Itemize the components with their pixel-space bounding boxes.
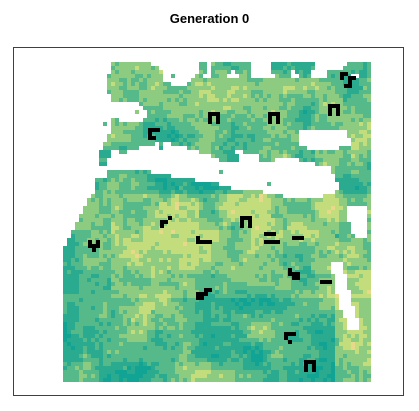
agent-cluster xyxy=(320,280,332,284)
agent-cluster xyxy=(240,216,252,228)
agent-cluster xyxy=(196,288,212,300)
agent-cluster xyxy=(328,104,340,116)
agents-layer xyxy=(88,72,356,372)
agent-cluster xyxy=(284,332,296,344)
agent-cluster xyxy=(196,236,212,244)
agent-cluster xyxy=(148,128,160,140)
agent-cluster xyxy=(264,232,280,244)
agent-cluster xyxy=(304,360,316,372)
agent-cluster xyxy=(268,112,280,124)
figure-title: Generation 0 xyxy=(169,11,250,26)
agent-cluster xyxy=(288,268,300,280)
terrain-layer xyxy=(63,62,371,382)
agent-cluster xyxy=(208,112,220,124)
agent-cluster xyxy=(88,240,100,252)
agent-cluster xyxy=(340,72,356,88)
agent-cluster xyxy=(160,216,172,228)
agent-cluster xyxy=(292,236,304,240)
